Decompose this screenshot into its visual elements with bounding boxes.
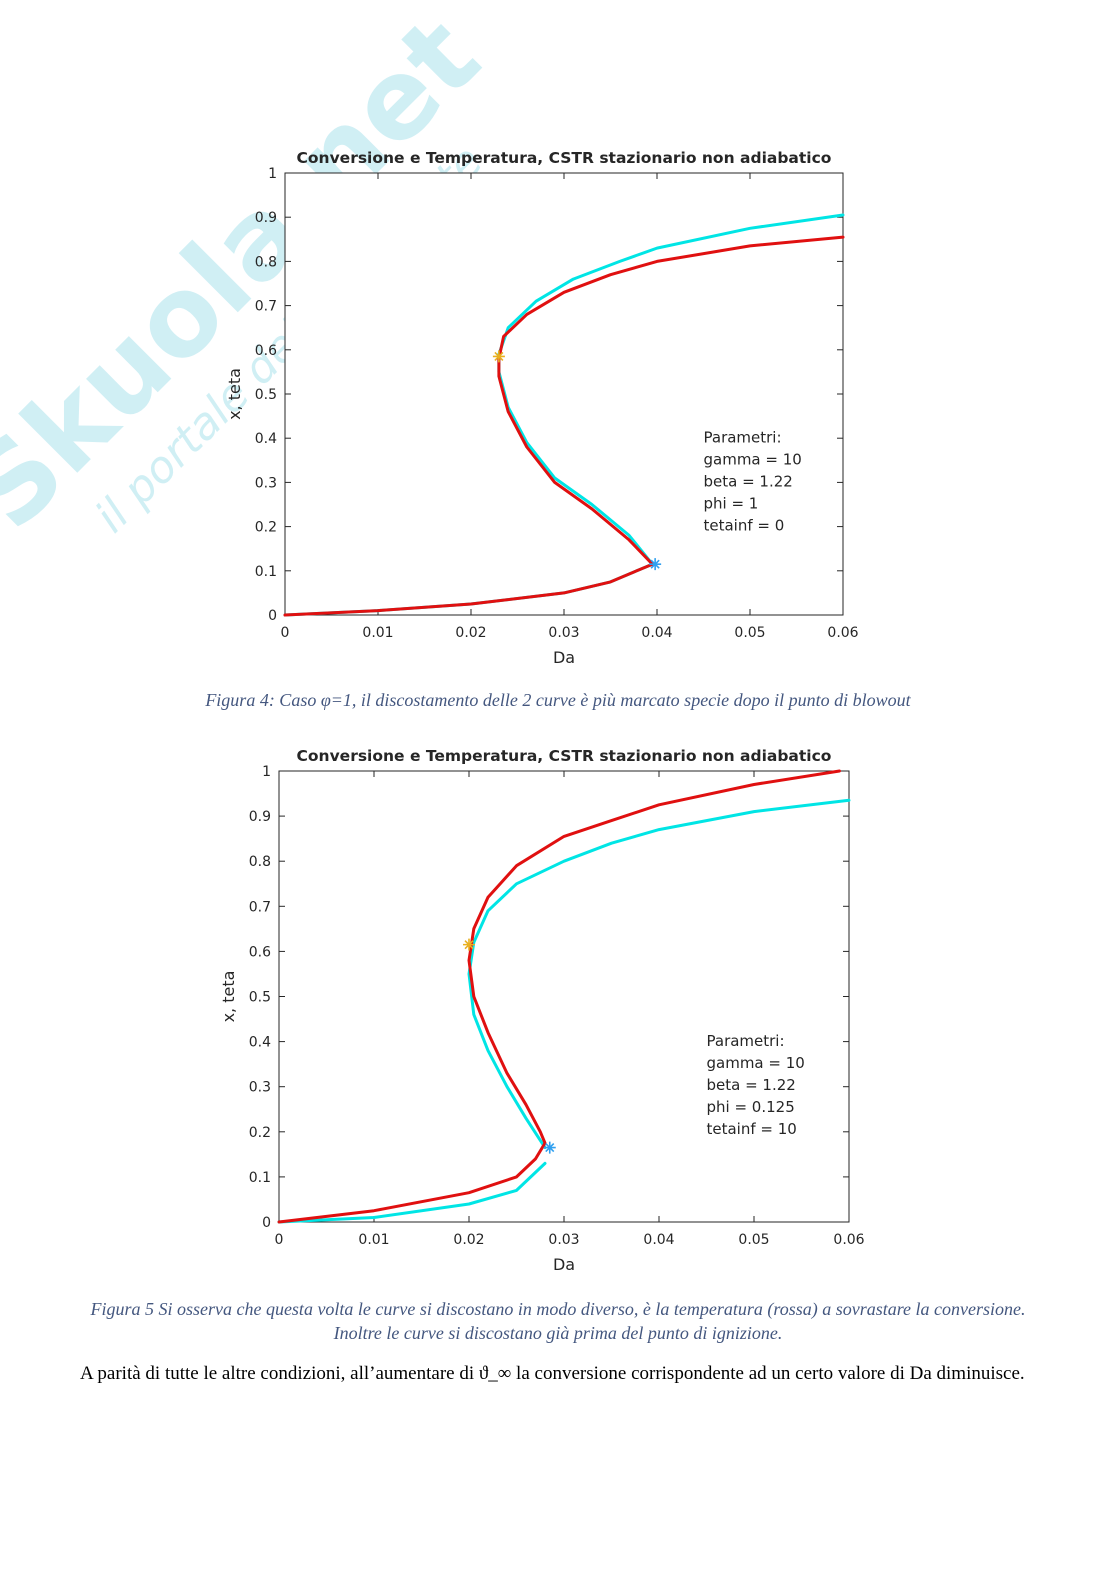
curve — [283, 235, 845, 617]
annotation: gamma = 10 — [707, 1054, 805, 1072]
y-tick-label: 0.4 — [255, 431, 277, 447]
x-tick-label: 0.04 — [643, 1232, 674, 1248]
x-tick-label: 0 — [281, 625, 290, 641]
marker — [543, 1141, 556, 1154]
y-tick-label: 0.9 — [249, 809, 271, 825]
chart-title: Conversione e Temperatura, CSTR staziona… — [297, 149, 832, 167]
y-tick-label: 0.3 — [249, 1080, 271, 1096]
marker — [649, 558, 662, 571]
caption: Figura 4: Caso φ=1, il discostamento del… — [205, 690, 911, 710]
y-tick-label: 0.8 — [249, 854, 271, 870]
annotation: beta = 1.22 — [704, 473, 793, 491]
y-tick-label: 0.7 — [249, 899, 271, 915]
y-tick-label: 0.1 — [249, 1170, 271, 1186]
x-tick-label: 0.01 — [362, 625, 393, 641]
annotation: gamma = 10 — [704, 451, 802, 469]
y-tick-label: 1 — [262, 764, 271, 780]
x-tick-label: 0.02 — [455, 625, 486, 641]
x-tick-label: 0.05 — [738, 1232, 769, 1248]
y-tick-label: 1 — [268, 166, 277, 182]
marker — [463, 938, 475, 951]
y-axis-label: x, teta — [225, 368, 244, 420]
y-tick-label: 0.5 — [255, 387, 277, 403]
annotation: beta = 1.22 — [707, 1076, 796, 1094]
x-axis-label: Da — [553, 648, 575, 667]
x-tick-label: 0.06 — [833, 1232, 864, 1248]
annotation: phi = 1 — [704, 495, 759, 513]
x-tick-label: 0.03 — [548, 625, 579, 641]
y-tick-label: 0.8 — [255, 254, 277, 270]
x-tick-label: 0.04 — [641, 625, 672, 641]
curve — [277, 769, 841, 1224]
annotation: phi = 0.125 — [707, 1098, 795, 1116]
caption: Figura 5 Si osserva che questa volta le … — [90, 1299, 1026, 1343]
x-tick-label: 0 — [275, 1232, 284, 1248]
y-tick-label: 0.6 — [255, 343, 277, 359]
y-tick-label: 0.6 — [249, 944, 271, 960]
annotation: Parametri: — [707, 1032, 785, 1050]
x-tick-label: 0.01 — [358, 1232, 389, 1248]
y-tick-label: 0 — [262, 1215, 271, 1231]
x-tick-label: 0.03 — [548, 1232, 579, 1248]
curve — [277, 798, 851, 1224]
y-tick-label: 0.2 — [249, 1125, 271, 1141]
x-tick-label: 0.06 — [827, 625, 858, 641]
plot-area — [278, 770, 850, 1223]
paragraph: A parità di tutte le altre condizioni, a… — [80, 1363, 1025, 1384]
annotation: tetainf = 0 — [704, 517, 785, 535]
y-tick-label: 0.1 — [255, 564, 277, 580]
y-tick-label: 0.9 — [255, 210, 277, 226]
y-tick-label: 0.3 — [255, 475, 277, 491]
x-tick-label: 0.02 — [453, 1232, 484, 1248]
y-axis-label: x, teta — [219, 971, 238, 1023]
y-tick-label: 0.2 — [255, 520, 277, 536]
x-axis-label: Da — [553, 1255, 575, 1274]
plot-area — [284, 172, 844, 616]
y-tick-label: 0.4 — [249, 1035, 271, 1051]
marker — [492, 350, 505, 363]
y-tick-label: 0 — [268, 608, 277, 624]
y-tick-label: 0.7 — [255, 299, 277, 315]
chart-title: Conversione e Temperatura, CSTR staziona… — [297, 747, 832, 765]
annotation: tetainf = 10 — [707, 1120, 797, 1138]
annotation: Parametri: — [704, 429, 782, 447]
y-tick-label: 0.5 — [249, 990, 271, 1006]
x-tick-label: 0.05 — [734, 625, 765, 641]
